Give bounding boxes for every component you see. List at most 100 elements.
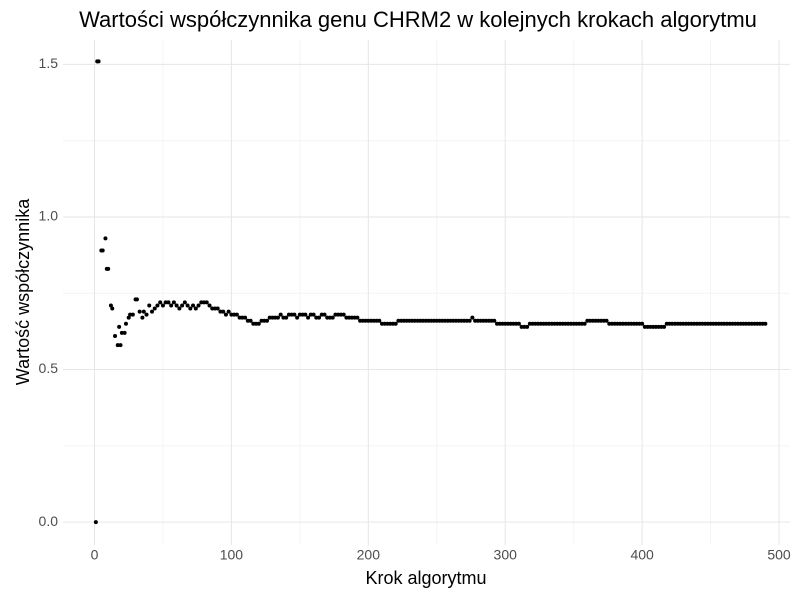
point <box>445 318 450 323</box>
point <box>725 321 730 326</box>
point <box>610 321 615 326</box>
point <box>481 318 486 323</box>
point <box>618 321 623 326</box>
point <box>415 318 420 323</box>
point <box>437 318 442 323</box>
point <box>196 303 201 308</box>
point <box>423 318 428 323</box>
point <box>667 321 672 326</box>
point <box>144 312 149 317</box>
point <box>330 315 335 320</box>
point <box>703 321 708 326</box>
point <box>686 321 691 326</box>
point <box>123 321 128 326</box>
point <box>262 318 267 323</box>
point <box>254 321 259 326</box>
x-tick-label: 100 <box>220 547 244 563</box>
point <box>662 324 667 329</box>
point <box>221 309 226 314</box>
point <box>547 321 552 326</box>
point <box>177 306 182 311</box>
y-tick-label: 0.5 <box>39 360 59 376</box>
point <box>300 312 305 317</box>
point <box>470 315 475 320</box>
point <box>103 236 108 241</box>
point <box>582 321 587 326</box>
point <box>341 312 346 317</box>
point <box>355 315 360 320</box>
point <box>128 312 133 317</box>
point <box>672 321 677 326</box>
point <box>278 312 283 317</box>
point <box>319 312 324 317</box>
point <box>514 321 519 326</box>
point <box>303 312 308 317</box>
point <box>664 321 669 326</box>
point <box>160 303 165 308</box>
point <box>527 321 532 326</box>
point <box>714 321 719 326</box>
point <box>727 321 732 326</box>
point <box>601 318 606 323</box>
point <box>467 318 472 323</box>
point <box>281 315 286 320</box>
point <box>757 321 762 326</box>
point <box>122 330 127 335</box>
point <box>434 318 439 323</box>
point <box>317 315 322 320</box>
point <box>555 321 560 326</box>
point <box>708 321 713 326</box>
point <box>615 321 620 326</box>
point <box>338 312 343 317</box>
point <box>352 315 357 320</box>
point <box>478 318 483 323</box>
point <box>137 309 142 314</box>
point <box>270 315 275 320</box>
point <box>500 321 505 326</box>
point <box>525 324 530 329</box>
point <box>738 321 743 326</box>
point <box>549 321 554 326</box>
point <box>134 297 139 302</box>
point <box>637 321 642 326</box>
point <box>314 315 319 320</box>
point <box>363 318 368 323</box>
point <box>325 315 330 320</box>
point <box>327 315 332 320</box>
point <box>163 300 168 305</box>
point <box>648 324 653 329</box>
point <box>626 321 631 326</box>
point <box>585 318 590 323</box>
x-tick-label: 200 <box>357 547 381 563</box>
point <box>689 321 694 326</box>
point <box>722 321 727 326</box>
point <box>286 312 291 317</box>
point <box>495 321 500 326</box>
point <box>560 321 565 326</box>
point <box>229 312 234 317</box>
point <box>716 321 721 326</box>
point <box>347 315 352 320</box>
point <box>533 321 538 326</box>
x-tick-label: 400 <box>630 547 654 563</box>
point <box>522 324 527 329</box>
point <box>311 312 316 317</box>
point <box>749 321 754 326</box>
point <box>678 321 683 326</box>
point <box>273 315 278 320</box>
point <box>336 312 341 317</box>
point <box>497 321 502 326</box>
point <box>166 300 171 305</box>
point <box>541 321 546 326</box>
y-axis-title: Wartość współczynnika <box>13 198 33 385</box>
point <box>96 59 101 64</box>
point <box>623 321 628 326</box>
point <box>683 321 688 326</box>
point <box>705 321 710 326</box>
point <box>429 318 434 323</box>
point <box>399 318 404 323</box>
point <box>492 318 497 323</box>
point <box>442 318 447 323</box>
point <box>566 321 571 326</box>
